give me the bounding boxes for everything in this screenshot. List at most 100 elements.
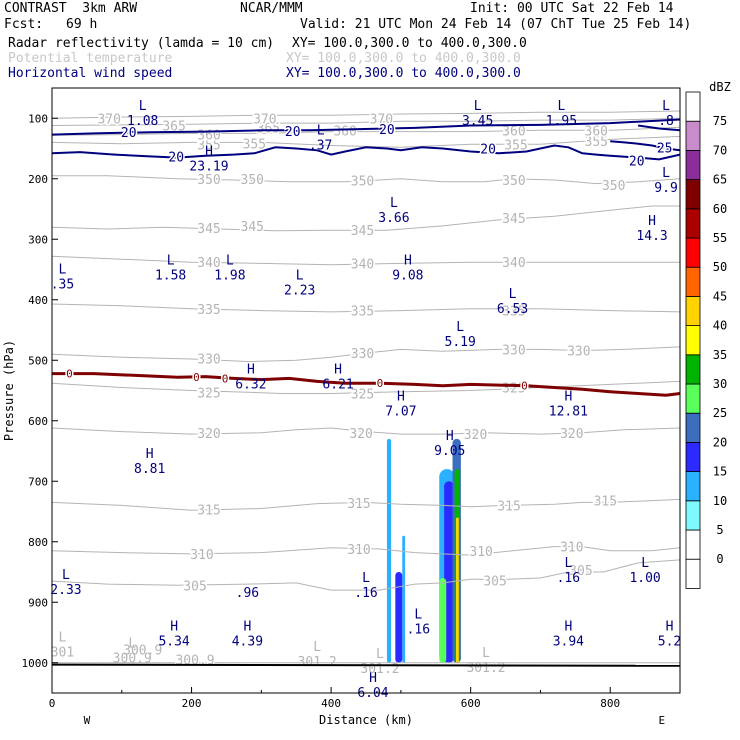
colorbar-swatch bbox=[685, 471, 701, 502]
extremum-letter: L bbox=[662, 166, 670, 181]
extremum-letter: L bbox=[317, 123, 325, 138]
theta-contour-label: 345 bbox=[197, 222, 220, 237]
theta-contour-label: 340 bbox=[351, 257, 374, 272]
theta-contour-label: 320 bbox=[464, 428, 487, 443]
theta-min-letter: L bbox=[128, 637, 136, 652]
wind-contour-label: 20 bbox=[121, 126, 137, 141]
theta-contour-line bbox=[51, 546, 681, 556]
colorbar-swatch bbox=[685, 412, 701, 443]
theta-contour-label: 310 bbox=[347, 543, 370, 558]
model-title: CONTRAST 3km ARW bbox=[4, 1, 138, 16]
y-tick-label: 900 bbox=[28, 596, 48, 609]
theta-contour-label: 330 bbox=[197, 352, 220, 367]
extremum-letter: H bbox=[247, 362, 255, 377]
colorbar-swatch bbox=[685, 91, 701, 122]
colorbar-swatch bbox=[685, 529, 701, 560]
extremum-value: 6.32 bbox=[235, 377, 266, 392]
y-tick-label: 600 bbox=[28, 415, 48, 428]
theta-min-letter: L bbox=[59, 631, 67, 646]
theta-contour-label: 315 bbox=[594, 495, 617, 510]
theta-contour-label: 335 bbox=[351, 305, 374, 320]
extremum-letter: H bbox=[334, 362, 342, 377]
colorbar-label: 55 bbox=[713, 231, 727, 245]
theta-contour-line bbox=[51, 427, 681, 435]
extremum-value: .35 bbox=[51, 278, 74, 293]
theta-contour-label: 345 bbox=[241, 220, 264, 235]
colorbar-label: 40 bbox=[713, 319, 727, 333]
theta-contour-label: 320 bbox=[560, 427, 583, 442]
y-axis-title: Pressure (hPa) bbox=[2, 340, 16, 441]
wind-contour-line bbox=[637, 124, 681, 132]
theta-contour-label: 355 bbox=[585, 135, 608, 150]
theta-contour-line bbox=[51, 205, 680, 232]
zero-line: 0 0 0 0 0 bbox=[52, 366, 681, 397]
extremum-value: 9.05 bbox=[434, 444, 465, 459]
y-tick-label: 1000 bbox=[22, 657, 49, 670]
theta-contour-line bbox=[51, 303, 681, 313]
extremum-letter: L bbox=[296, 269, 304, 284]
extremum-value: 5.2 bbox=[658, 635, 681, 650]
theta-contour-label: 350 bbox=[502, 174, 525, 189]
colorbar-swatch bbox=[685, 441, 701, 472]
reflectivity-layer bbox=[386, 438, 461, 663]
ground-line bbox=[51, 663, 681, 667]
x-tick-label: 200 bbox=[182, 697, 202, 710]
extremum-value: 1.00 bbox=[629, 571, 660, 586]
theta-contour-label: 360 bbox=[585, 124, 608, 139]
extremum-value: 1.95 bbox=[546, 114, 577, 129]
theta-contour-label: 355 bbox=[243, 138, 266, 153]
theta-contour-label: 370 bbox=[253, 112, 276, 127]
x-tick-label: 0 bbox=[49, 697, 56, 710]
theta-contour-label: 370 bbox=[370, 112, 393, 127]
zero-line-label: 0 bbox=[222, 372, 229, 385]
y-tick-label: 400 bbox=[28, 294, 48, 307]
reflectivity-cell bbox=[444, 481, 454, 663]
y-tick-label: 200 bbox=[28, 173, 48, 186]
extremum-value: .96 bbox=[236, 586, 259, 601]
theta-contour-label: 335 bbox=[502, 305, 525, 320]
plot-frame bbox=[51, 87, 681, 694]
theta-min-value: 301.2 bbox=[466, 661, 505, 676]
colorbar-label: 5 bbox=[716, 523, 723, 537]
extremum-value: 6.53 bbox=[497, 302, 528, 317]
theta-contour-label: 325 bbox=[197, 386, 220, 401]
extremum-letter: L bbox=[474, 99, 482, 114]
extremum-letter: H bbox=[369, 671, 377, 686]
extremum-letter: L bbox=[390, 196, 398, 211]
extremum-value: 12.81 bbox=[549, 405, 588, 420]
theta-contour-label: 315 bbox=[347, 497, 370, 512]
extremum-letter: H bbox=[170, 620, 178, 635]
theta-min-letter: L bbox=[376, 647, 384, 662]
extremum-letter: L bbox=[226, 253, 234, 268]
colorbar-swatch bbox=[685, 208, 701, 239]
extremum-letter: L bbox=[414, 607, 422, 622]
extremum-letter: L bbox=[641, 556, 649, 571]
theta-contour-line bbox=[51, 559, 681, 591]
extremum-letter: H bbox=[404, 253, 412, 268]
field2-xy: XY= 100.0,300.0 to 400.0,300.0 bbox=[286, 51, 521, 66]
extremum-letter: H bbox=[648, 214, 656, 229]
field1-name: Radar reflectivity (lamda = 10 cm) bbox=[8, 36, 275, 51]
theta-min-value: 301.2 bbox=[298, 655, 337, 670]
extremum-value: 8.81 bbox=[134, 462, 165, 477]
extremum-value: .16 bbox=[557, 571, 580, 586]
extremum-value: .16 bbox=[407, 622, 430, 637]
extremum-letter: H bbox=[564, 390, 572, 405]
theta-contour-label: 340 bbox=[502, 256, 525, 271]
theta-min-letter: L bbox=[482, 646, 490, 661]
theta-contour-label: 320 bbox=[197, 427, 220, 442]
colorbar-label: 45 bbox=[713, 289, 727, 303]
valid-time: Valid: 21 UTC Mon 24 Feb 14 (07 ChT Tue … bbox=[300, 17, 692, 32]
colorbar-label: 25 bbox=[713, 406, 727, 420]
theta-contour-label: 310 bbox=[560, 541, 583, 556]
wind-contour-label: 20 bbox=[285, 125, 301, 140]
theta-min-value: 300.9 bbox=[113, 652, 152, 667]
theta-contour-line bbox=[51, 498, 681, 511]
theta-contour-label: 320 bbox=[349, 427, 372, 442]
wind-contour-label: 20 bbox=[480, 143, 496, 158]
init-time: Init: 00 UTC Sat 22 Feb 14 bbox=[470, 1, 674, 16]
wind-contour-label: 20 bbox=[168, 150, 184, 165]
colorbar-label: 30 bbox=[713, 377, 727, 391]
extremum-value: 5.19 bbox=[445, 335, 476, 350]
